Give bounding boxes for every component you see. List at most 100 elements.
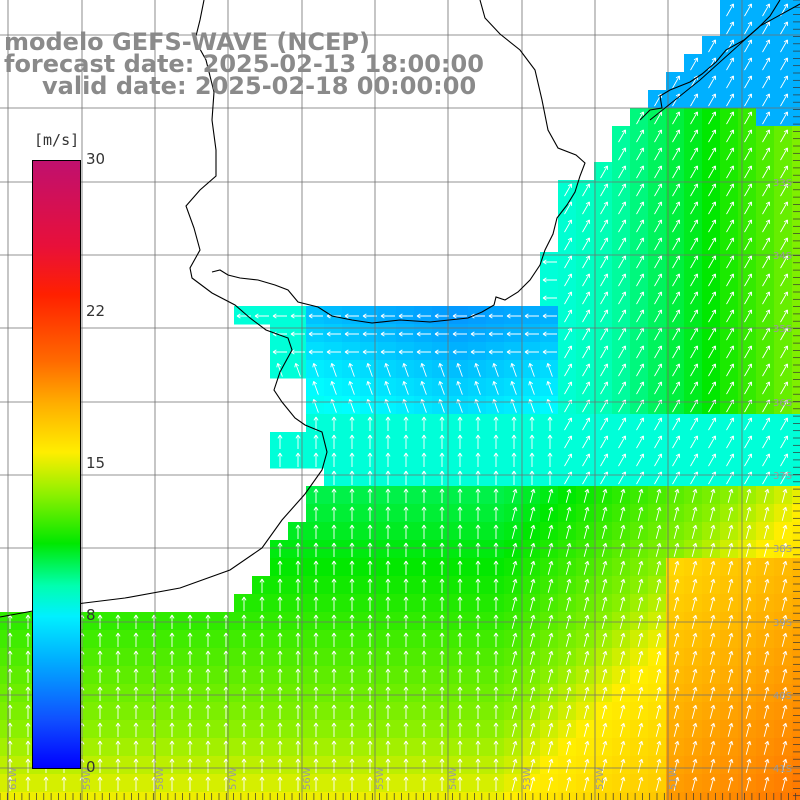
wind-cell bbox=[522, 774, 541, 793]
wind-arrow bbox=[763, 668, 770, 683]
wind-cell bbox=[432, 792, 451, 800]
wind-arrow bbox=[745, 704, 752, 719]
wind-cell bbox=[486, 450, 505, 469]
wind-arrow bbox=[529, 776, 536, 791]
wind-arrow bbox=[475, 650, 481, 665]
wind-cell bbox=[216, 666, 235, 685]
wind-arrow bbox=[367, 704, 373, 719]
wind-cell bbox=[774, 378, 793, 397]
wind-cell bbox=[324, 576, 343, 595]
wind-arrow bbox=[331, 722, 337, 737]
wind-arrow bbox=[277, 596, 283, 611]
wind-cell bbox=[468, 576, 487, 595]
wind-cell bbox=[522, 432, 541, 451]
wind-cell bbox=[360, 450, 379, 469]
wind-arrow bbox=[780, 237, 789, 251]
wind-cell bbox=[378, 504, 397, 523]
wind-arrow bbox=[402, 381, 409, 395]
wind-cell bbox=[504, 594, 523, 613]
wind-arrow bbox=[277, 758, 283, 773]
wind-cell bbox=[558, 306, 577, 325]
wind-arrow bbox=[600, 219, 609, 233]
longitude-label: 58W bbox=[155, 767, 166, 790]
wind-arrow bbox=[780, 183, 789, 197]
wind-cell bbox=[270, 702, 289, 721]
wind-cell bbox=[702, 90, 721, 109]
wind-cell bbox=[756, 72, 775, 91]
wind-cell bbox=[540, 576, 559, 595]
wind-arrow bbox=[511, 542, 518, 557]
wind-arrow bbox=[781, 596, 788, 611]
wind-cell bbox=[756, 666, 775, 685]
wind-cell bbox=[702, 360, 721, 379]
wind-cell bbox=[468, 720, 487, 739]
wind-arrow bbox=[763, 632, 770, 647]
wind-cell bbox=[198, 774, 217, 793]
wind-cell bbox=[666, 720, 685, 739]
wind-cell bbox=[612, 216, 631, 235]
colorbar-tick-15: 15 bbox=[86, 454, 106, 472]
wind-arrow bbox=[421, 740, 427, 755]
wind-cell bbox=[54, 792, 73, 800]
wind-arrow bbox=[115, 758, 121, 773]
longitude-label: 51W bbox=[668, 767, 679, 790]
wind-arrow bbox=[745, 524, 752, 539]
wind-arrow bbox=[529, 470, 535, 485]
wind-cell bbox=[612, 666, 631, 685]
wind-cell bbox=[522, 558, 541, 577]
wind-arrow bbox=[654, 201, 663, 215]
wind-cell bbox=[576, 504, 595, 523]
wind-arrow bbox=[331, 506, 337, 521]
wind-cell bbox=[792, 252, 800, 271]
wind-cell bbox=[72, 792, 91, 800]
wind-cell bbox=[774, 720, 793, 739]
wind-cell bbox=[666, 180, 685, 199]
wind-arrow bbox=[313, 488, 319, 503]
wind-cell bbox=[576, 180, 595, 199]
wind-arrow bbox=[403, 776, 409, 791]
wind-arrow bbox=[488, 349, 503, 355]
wind-arrow bbox=[709, 776, 716, 791]
wind-cell bbox=[666, 324, 685, 343]
wind-cell bbox=[504, 540, 523, 559]
wind-arrow bbox=[672, 363, 681, 377]
wind-arrow bbox=[385, 776, 391, 791]
wind-arrow bbox=[313, 506, 319, 521]
wind-arrow bbox=[434, 349, 449, 355]
wind-arrow bbox=[655, 542, 662, 557]
wind-cell bbox=[558, 396, 577, 415]
wind-cell bbox=[540, 558, 559, 577]
latitude-label: 33S bbox=[773, 178, 792, 189]
wind-arrow bbox=[672, 201, 681, 215]
wind-cell bbox=[288, 576, 307, 595]
wind-arrow bbox=[290, 331, 305, 337]
wind-cell bbox=[684, 234, 703, 253]
wind-cell bbox=[0, 684, 19, 703]
latitude-label: 35S bbox=[773, 324, 792, 335]
wind-arrow bbox=[439, 596, 445, 611]
wind-arrow bbox=[582, 201, 591, 215]
wind-cell bbox=[720, 648, 739, 667]
wind-cell bbox=[756, 270, 775, 289]
wind-cell bbox=[270, 756, 289, 775]
wind-cell bbox=[630, 738, 649, 757]
wind-arrow bbox=[781, 524, 788, 539]
wind-cell bbox=[90, 702, 109, 721]
wind-cell bbox=[306, 324, 325, 343]
wind-cell bbox=[792, 720, 800, 739]
wind-arrow bbox=[367, 578, 373, 593]
wind-arrow bbox=[331, 668, 337, 683]
wind-cell bbox=[504, 486, 523, 505]
wind-arrow bbox=[708, 183, 717, 197]
wind-cell bbox=[486, 738, 505, 757]
wind-cell bbox=[738, 774, 757, 793]
wind-cell bbox=[324, 630, 343, 649]
wind-arrow bbox=[708, 39, 717, 53]
wind-cell bbox=[666, 378, 685, 397]
wind-cell bbox=[324, 648, 343, 667]
wind-cell bbox=[612, 360, 631, 379]
wind-cell bbox=[594, 450, 613, 469]
wind-cell bbox=[702, 540, 721, 559]
wind-arrow bbox=[511, 416, 517, 431]
wind-cell bbox=[198, 684, 217, 703]
